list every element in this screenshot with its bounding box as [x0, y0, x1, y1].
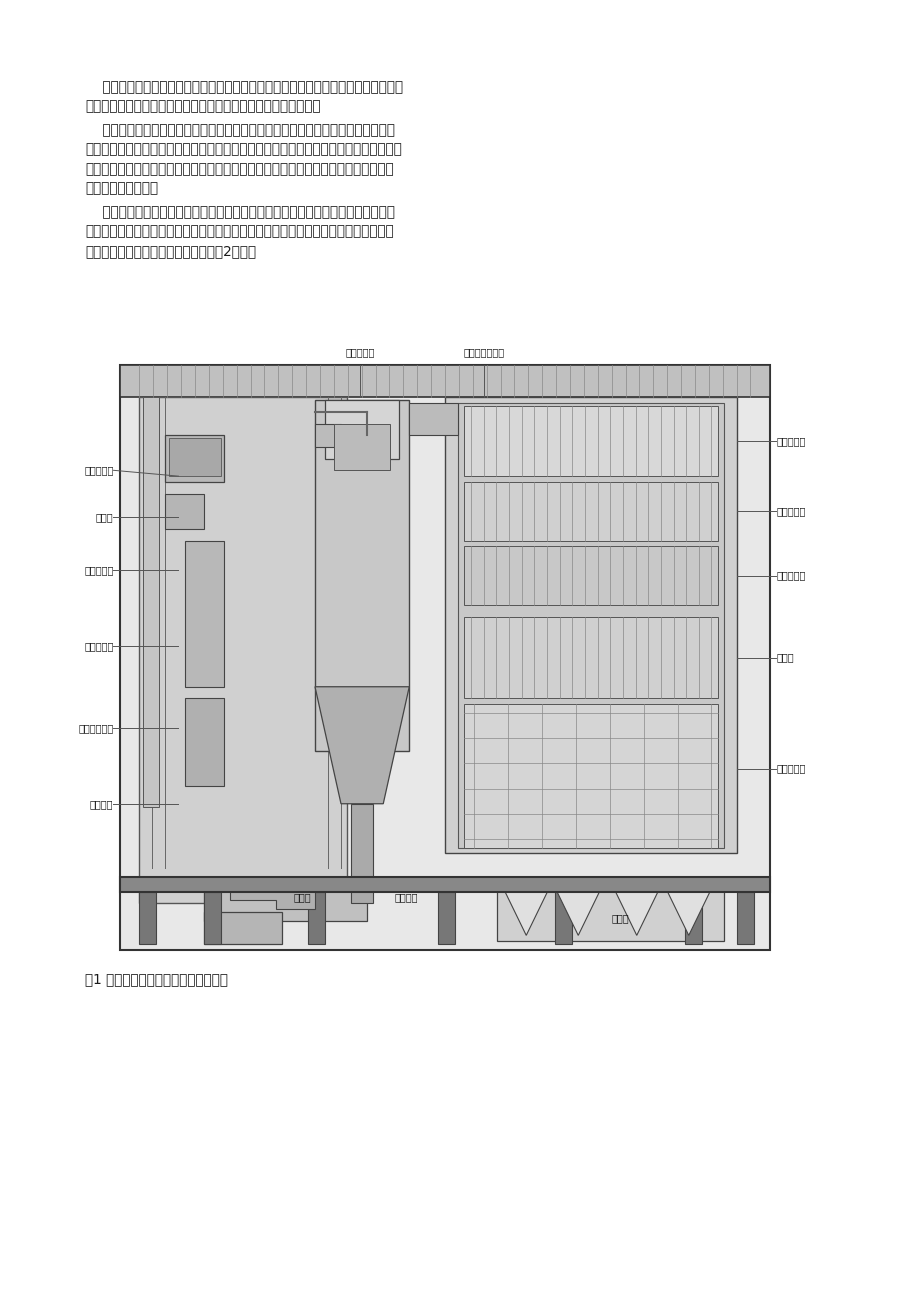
Bar — [140, 891, 155, 945]
Bar — [458, 403, 724, 848]
Text: 导致厂用电量增加，严重时还会造成床料流化不良而使锅炉结焦。: 导致厂用电量增加，严重时还会造成床料流化不良而使锅炉结焦。 — [85, 99, 321, 113]
Bar — [464, 406, 717, 476]
Text: 回料器: 回料器 — [293, 892, 311, 903]
Text: 防堵型测量装置，采用小口径、大倾角防堵型测量取样管，能够避免物料顺着取压管进: 防堵型测量装置，采用小口径、大倾角防堵型测量取样管，能够避免物料顺着取压管进 — [85, 225, 393, 238]
Text: 播煤装置: 播煤装置 — [90, 799, 113, 809]
Bar — [464, 481, 717, 540]
Text: 汽水分离器: 汽水分离器 — [84, 466, 113, 475]
Bar — [119, 877, 769, 891]
Text: 储水罐: 储水罐 — [96, 513, 113, 522]
Text: 屏式过热器: 屏式过热器 — [84, 641, 113, 650]
Text: 图1 超临界循环流化床锅炉本体结构图: 图1 超临界循环流化床锅炉本体结构图 — [85, 972, 228, 986]
Bar — [308, 891, 324, 945]
Bar — [464, 546, 717, 605]
Polygon shape — [231, 889, 314, 909]
Text: 为闲置没用的装置。: 为闲置没用的装置。 — [85, 182, 158, 195]
Polygon shape — [503, 889, 549, 935]
Bar — [685, 891, 701, 945]
Text: 操作吹扫过程把握要准，因此，在锅炉的实际运行中，大多数的防堵取样装置常常会成: 操作吹扫过程把握要准，因此，在锅炉的实际运行中，大多数的防堵取样装置常常会成 — [85, 163, 393, 176]
Text: 省煤器: 省煤器 — [776, 653, 793, 662]
Bar — [737, 891, 753, 945]
Bar — [409, 403, 458, 436]
Text: 低温过热器: 低温过热器 — [776, 571, 805, 580]
Polygon shape — [613, 889, 659, 935]
Text: 旋风分离器: 旋风分离器 — [346, 347, 375, 356]
Bar — [314, 424, 341, 448]
Bar — [119, 366, 769, 397]
Text: 分隔墙水冷壁: 分隔墙水冷壁 — [78, 722, 113, 732]
Bar — [165, 493, 204, 528]
Text: 中温过热器: 中温过热器 — [776, 436, 805, 446]
Text: 为了防止仪表管堵塞，一般采取的方法是增加防堵取样装置，定期使用压缩空气对: 为了防止仪表管堵塞，一般采取的方法是增加防堵取样装置，定期使用压缩空气对 — [85, 124, 394, 137]
Polygon shape — [665, 889, 710, 935]
Bar — [350, 804, 373, 903]
Bar — [140, 397, 347, 903]
Bar — [142, 397, 159, 807]
Bar — [204, 912, 282, 945]
Text: 低温再热器: 低温再热器 — [776, 506, 805, 516]
Text: 冷渣器: 冷渣器 — [611, 913, 629, 922]
Bar — [165, 436, 223, 481]
Text: 屏式再热器: 屏式再热器 — [84, 565, 113, 575]
Text: 仪表管路进行吹扫，这种方式基本可以防止堵塞。但是由于该装置需要稳定的仪表气源，: 仪表管路进行吹扫，这种方式基本可以防止堵塞。但是由于该装置需要稳定的仪表气源， — [85, 143, 402, 156]
Text: 入仪表引压管而堵塞测量，其结构如图2所示。: 入仪表引压管而堵塞测量，其结构如图2所示。 — [85, 245, 255, 258]
Bar — [324, 401, 399, 458]
Bar — [438, 891, 454, 945]
Bar — [314, 401, 409, 751]
Text: 点火风道: 点火风道 — [394, 892, 417, 903]
Text: 本文根据多个工程运行经验总结出一种防堵取样装置，该装置采用特殊形式防磨、: 本文根据多个工程运行经验总结出一种防堵取样装置，该装置采用特殊形式防磨、 — [85, 206, 394, 219]
Bar — [119, 366, 769, 950]
Text: 空气预热器: 空气预热器 — [776, 764, 805, 774]
Text: 分离器出口烟道: 分离器出口烟道 — [463, 347, 504, 356]
Polygon shape — [555, 889, 600, 935]
Bar — [168, 438, 221, 476]
Bar — [464, 617, 717, 699]
Bar — [555, 891, 571, 945]
Text: 在机组运行中，若炉膛压力测点发生堵塞现象，会使运行人员错误判断床料的厚度，: 在机组运行中，若炉膛压力测点发生堵塞现象，会使运行人员错误判断床料的厚度， — [85, 79, 403, 94]
Bar — [204, 889, 367, 921]
Bar — [496, 889, 724, 941]
Bar — [445, 397, 737, 853]
Polygon shape — [314, 687, 409, 804]
Bar — [464, 704, 717, 848]
Bar — [335, 424, 390, 470]
Bar — [185, 540, 223, 687]
Bar — [185, 699, 223, 786]
Bar — [204, 891, 221, 945]
